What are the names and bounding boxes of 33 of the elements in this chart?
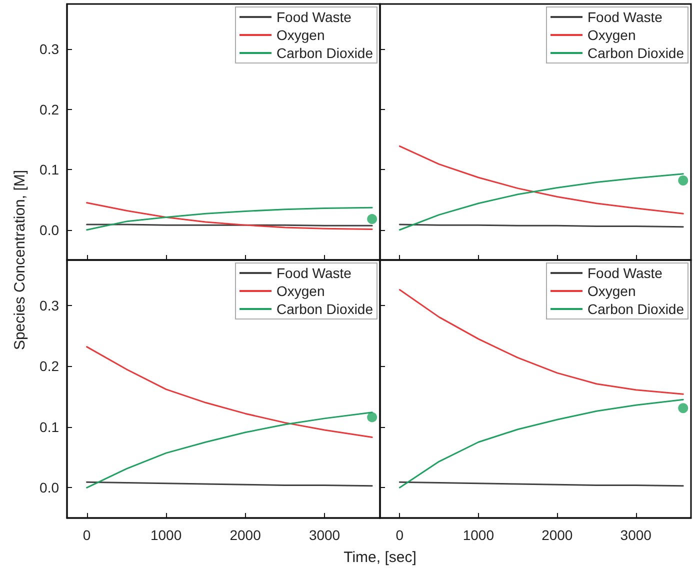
legend-label: Food Waste (588, 265, 663, 281)
y-tick-label: 0.1 (40, 162, 60, 178)
y-tick-label: 0.3 (40, 41, 60, 58)
x-tick-label: 0 (82, 527, 91, 543)
legend-label: Carbon Dioxide (276, 45, 374, 61)
y-tick-label: 0.2 (40, 101, 60, 118)
line-series (86, 346, 373, 438)
x-tick-label: 3000 (620, 527, 652, 543)
line-series (86, 206, 373, 231)
y-tick-label: 0.0 (40, 222, 60, 238)
legend-label: Food Waste (276, 9, 352, 25)
x-tick-label: 1000 (150, 527, 182, 543)
legend-label: Oxygen (588, 283, 636, 299)
legend-label: Carbon Dioxide (588, 301, 684, 317)
legend-label: Oxygen (276, 283, 325, 299)
y-axis-title: Species Concentration, [M] (12, 170, 28, 350)
y-tick-label: 0.3 (40, 298, 60, 314)
y-tick-label: 0.1 (40, 418, 60, 435)
legend-label: Oxygen (588, 27, 636, 43)
y-tick-label: 0.0 (40, 480, 60, 496)
x-tick-label: 2000 (542, 527, 573, 543)
y-tick-label: 0.2 (40, 358, 60, 374)
line-series (86, 202, 373, 230)
x-tick-label: 0 (396, 527, 404, 543)
legend-label: Carbon Dioxide (276, 301, 374, 317)
legend-label: Food Waste (276, 265, 352, 281)
x-tick-label: 1000 (462, 527, 494, 543)
legend-label: Carbon Dioxide (588, 45, 684, 61)
x-axis-title: Time, [sec] (344, 549, 416, 566)
legend-label: Food Waste (588, 9, 663, 25)
x-tick-label: 2000 (230, 527, 262, 543)
legend-label: Oxygen (276, 27, 325, 43)
x-tick-label: 3000 (308, 527, 340, 543)
